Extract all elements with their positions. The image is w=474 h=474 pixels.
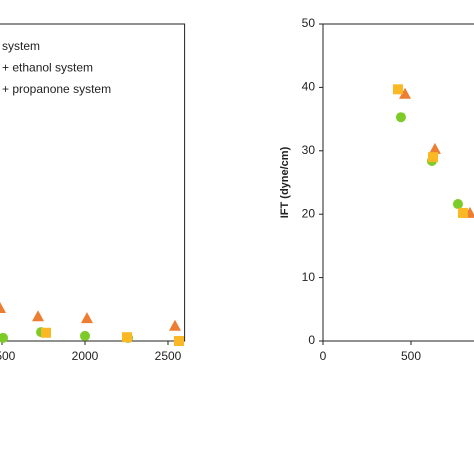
x-tick-label: 2500: [155, 349, 182, 363]
x-tick-label: 0: [320, 349, 327, 363]
data-point: [452, 199, 463, 210]
legend-label: + propanone system: [2, 82, 111, 96]
data-point: [0, 302, 7, 314]
y-tick-label: 40: [302, 80, 316, 94]
data-point: [457, 207, 468, 218]
y-tick-label: 30: [302, 143, 316, 157]
data-point: [40, 327, 51, 338]
y-tick-label: 20: [302, 206, 316, 220]
x-tick-label: 2000: [72, 349, 99, 363]
data-point: [399, 87, 412, 99]
y-tick-label: 10: [302, 270, 316, 284]
data-point: [32, 310, 45, 322]
data-point: [428, 152, 438, 163]
y-axis-title: IFT (dyne/cm): [279, 146, 291, 218]
data-point: [173, 336, 184, 346]
data-point: [80, 330, 90, 341]
x-tick-label: 500: [401, 349, 421, 363]
data-point: [0, 332, 8, 343]
plot-frame: [0, 23, 186, 342]
plot-frame: [322, 23, 474, 342]
y-tick-label: 0: [308, 333, 315, 347]
data-point: [80, 312, 93, 324]
y-tick-label: 50: [302, 16, 316, 30]
data-point: [428, 142, 441, 154]
legend-label: system: [2, 39, 40, 53]
data-point: [121, 332, 132, 343]
data-point: [168, 319, 181, 331]
x-tick-label: 1500: [0, 349, 16, 363]
data-point: [395, 112, 406, 123]
data-point: [392, 84, 403, 95]
legend-label: + ethanol system: [2, 61, 93, 75]
